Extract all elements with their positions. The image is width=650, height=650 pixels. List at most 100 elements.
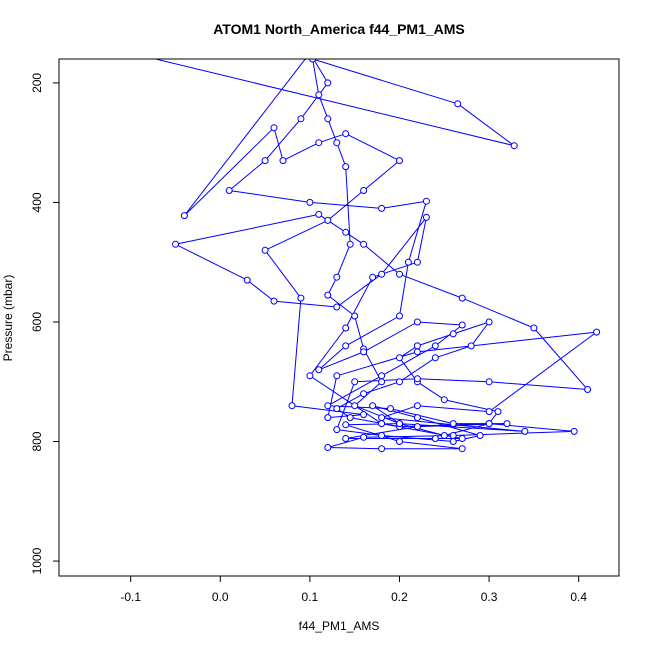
series-line-segment <box>336 429 382 436</box>
series-line-segment <box>291 405 364 416</box>
data-point <box>346 414 354 422</box>
series-line-segment <box>381 417 454 426</box>
series-line-segment <box>246 279 275 302</box>
y-tick-label: 1000 <box>30 547 44 574</box>
y-tick-label: 400 <box>30 192 44 212</box>
data-point <box>324 79 332 87</box>
data-point <box>440 396 448 404</box>
series-line-segment <box>489 423 575 432</box>
data-point <box>413 402 421 410</box>
data-point <box>413 318 421 326</box>
data-point <box>431 435 439 442</box>
data-point <box>324 291 332 299</box>
data-point <box>333 405 341 413</box>
series-line-segment <box>453 424 525 432</box>
data-point <box>333 273 341 281</box>
data-point <box>449 438 457 445</box>
series-line-segment <box>264 118 302 161</box>
series-line-segment <box>453 321 490 335</box>
data-point <box>485 408 493 416</box>
series-line-segment <box>354 405 400 425</box>
series-line-segment <box>457 103 515 147</box>
data-point <box>342 435 350 442</box>
data-point <box>342 342 350 350</box>
series-line-segment <box>434 324 463 347</box>
data-point <box>503 420 511 428</box>
series-line-segment <box>399 441 463 450</box>
data-point <box>297 115 305 123</box>
series-line-segment <box>264 250 302 299</box>
series-line-segment <box>282 142 320 162</box>
series-line-segment <box>453 435 481 442</box>
data-point <box>584 386 592 393</box>
series-line-segment <box>354 315 365 350</box>
data-point <box>279 157 287 165</box>
data-point <box>369 273 377 281</box>
series-line-segment <box>309 375 382 425</box>
x-axis-label: f44_PM1_AMS <box>299 619 380 633</box>
data-point <box>270 297 278 305</box>
data-point <box>378 445 386 453</box>
series-line-segment <box>312 59 320 95</box>
data-point <box>378 378 386 386</box>
series-line-segment <box>417 417 481 436</box>
data-point <box>422 197 430 205</box>
series-line-segment <box>381 200 427 209</box>
data-point <box>413 348 421 356</box>
series-line-segment <box>533 327 588 390</box>
data-point <box>369 402 377 410</box>
data-point <box>431 342 439 350</box>
data-point <box>593 328 601 336</box>
data-point <box>261 157 269 165</box>
series-line-segment <box>390 408 454 425</box>
series-line-segment <box>345 231 364 245</box>
data-point <box>128 50 134 56</box>
data-point <box>378 372 386 380</box>
data-point <box>243 276 251 284</box>
data-point <box>315 210 323 218</box>
data-point <box>396 157 403 165</box>
series-line-segment <box>318 213 346 233</box>
data-point <box>306 198 314 206</box>
data-point <box>315 366 323 374</box>
series-line-segment <box>300 82 329 120</box>
data-point <box>261 246 269 254</box>
data-point <box>324 402 332 410</box>
series-line-segment <box>381 435 454 442</box>
series-line-segment <box>336 351 418 377</box>
series-line-segment <box>363 435 454 438</box>
series-line-segment <box>381 217 427 275</box>
data-point <box>333 303 341 311</box>
series-line-segment <box>327 118 338 143</box>
data-point <box>333 139 341 147</box>
x-tick-label: 0.2 <box>391 590 408 604</box>
data-point <box>396 420 403 428</box>
data-point <box>360 187 368 194</box>
series-line-segment <box>417 331 597 353</box>
data-point <box>458 435 466 442</box>
data-point <box>309 59 317 63</box>
series-line-segment <box>273 127 284 161</box>
data-point <box>360 390 368 398</box>
data-point <box>387 405 394 413</box>
series-line-segment <box>399 357 436 383</box>
series-line-segment <box>363 321 418 353</box>
data-point <box>342 163 350 171</box>
data-point <box>396 354 403 362</box>
data-point <box>306 372 314 380</box>
data-point <box>396 312 403 320</box>
data-point <box>360 348 368 356</box>
data-point <box>449 432 457 439</box>
series-line-segment <box>318 133 346 144</box>
data-point <box>288 402 296 410</box>
series-line-segment <box>309 201 382 209</box>
series-line-segment <box>399 273 463 299</box>
series-line-segment <box>175 243 248 281</box>
data-point <box>225 187 233 194</box>
series-line-segment <box>273 300 337 308</box>
data-point <box>378 204 386 212</box>
data-point <box>342 421 350 429</box>
data-point <box>360 411 368 419</box>
data-point <box>342 324 350 332</box>
